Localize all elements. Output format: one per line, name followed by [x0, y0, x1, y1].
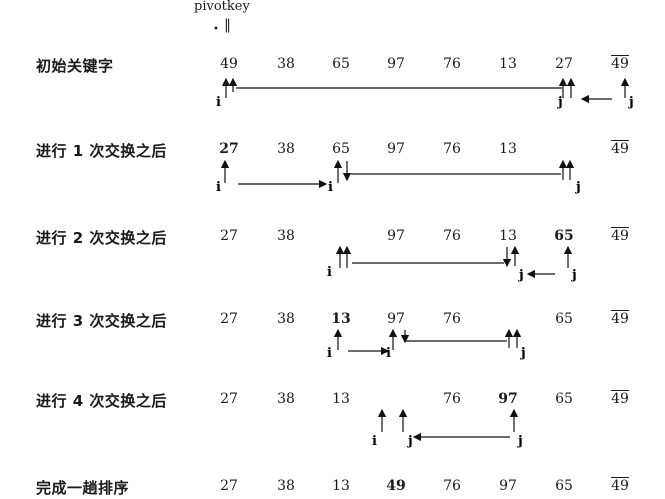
key-cell: 49	[220, 56, 238, 72]
row-label: 初始关键字	[36, 57, 114, 75]
pointer-label: j	[628, 95, 634, 110]
sentinel-cell: 49	[611, 56, 629, 72]
key-cell: 97	[387, 56, 405, 72]
key-cell: 38	[277, 228, 295, 244]
key-cell: 27	[220, 391, 238, 407]
key-cell: 38	[277, 141, 295, 157]
key-cell: 65	[554, 228, 574, 244]
key-cell: 38	[277, 478, 295, 494]
key-cell: 65	[332, 141, 350, 157]
key-cell: 13	[499, 228, 517, 244]
sentinel-cell: 49	[611, 391, 629, 407]
key-cell: 65	[555, 311, 573, 327]
key-cell: 38	[277, 56, 295, 72]
key-cell: 76	[443, 311, 461, 327]
key-cell: 97	[498, 391, 518, 407]
row-label: 进行 2 次交换之后	[36, 229, 167, 247]
key-cell: 76	[443, 228, 461, 244]
row-label: 完成一趟排序	[36, 479, 130, 497]
key-cell: 27	[555, 56, 573, 72]
key-cell: 65	[555, 478, 573, 494]
pivot-dot: •	[213, 24, 219, 35]
key-cell: 76	[443, 478, 461, 494]
sentinel-cell: 49	[611, 311, 629, 327]
sentinel-cell: 49	[611, 478, 629, 494]
pointer-label: j	[520, 346, 526, 361]
key-cell: 13	[332, 391, 350, 407]
key-cell: 65	[332, 56, 350, 72]
key-cell: 97	[387, 141, 405, 157]
key-cell: 38	[277, 391, 295, 407]
key-cell: 76	[443, 56, 461, 72]
pointer-label: i	[216, 95, 221, 110]
row-label: 进行 1 次交换之后	[36, 142, 167, 160]
key-cell: 97	[499, 478, 517, 494]
pointer-label: j	[407, 434, 413, 449]
key-cell: 65	[555, 391, 573, 407]
key-cell: 27	[220, 228, 238, 244]
row-label: 进行 3 次交换之后	[36, 312, 167, 330]
key-cell: 27	[220, 311, 238, 327]
pointer-label: j	[557, 95, 563, 110]
key-cell: 97	[387, 311, 405, 327]
pivot-mark: ‖	[224, 17, 231, 33]
key-cell: 49	[386, 478, 406, 494]
pointer-label: i	[216, 180, 221, 195]
key-cell: 27	[219, 141, 239, 157]
pointer-label: i	[328, 180, 333, 195]
row-label: 进行 4 次交换之后	[36, 392, 167, 410]
pointer-label: i	[386, 346, 391, 361]
pointer-label: i	[327, 265, 332, 280]
key-cell: 13	[331, 311, 351, 327]
key-cell: 27	[220, 478, 238, 494]
key-cell: 76	[443, 391, 461, 407]
key-cell: 13	[499, 56, 517, 72]
key-cell: 13	[499, 141, 517, 157]
pointer-label: j	[518, 268, 524, 283]
pointer-label: i	[327, 346, 332, 361]
sentinel-cell: 49	[611, 228, 629, 244]
key-cell: 13	[332, 478, 350, 494]
pointer-label: j	[575, 180, 581, 195]
key-cell: 38	[277, 311, 295, 327]
pivot-label: pivotkey	[194, 0, 250, 14]
sentinel-cell: 49	[611, 141, 629, 157]
key-cell: 76	[443, 141, 461, 157]
pointer-label: j	[517, 434, 523, 449]
pointer-label: i	[372, 434, 377, 449]
pointer-label: j	[571, 268, 577, 283]
key-cell: 97	[387, 228, 405, 244]
